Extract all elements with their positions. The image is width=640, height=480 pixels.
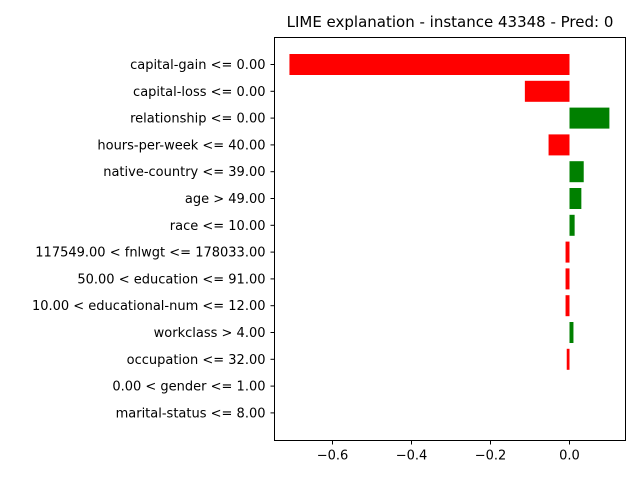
bar-age-49-00 [569, 188, 582, 209]
chart-title: LIME explanation - instance 43348 - Pred… [287, 13, 614, 31]
x-tick-label: −0.2 [475, 449, 507, 464]
bars-group [289, 54, 610, 370]
y-tick-label: 10.00 < educational-num <= 12.00 [32, 299, 266, 314]
x-tick-label: 0.0 [559, 449, 580, 464]
x-tick-label: −0.4 [396, 449, 428, 464]
bar-117549-00-fnlwgt-178033-00 [565, 241, 570, 263]
y-tick-label: 117549.00 < fnlwgt <= 178033.00 [35, 246, 265, 261]
bar-50-00-education-91-00 [565, 268, 570, 290]
y-tick-labels: capital-gain <= 0.00 capital-loss <= 0.00… [32, 58, 275, 421]
y-tick-label: workclass > 4.00 [154, 326, 266, 341]
y-tick-label: marital-status <= 8.00 [116, 406, 266, 421]
plot-frame [274, 37, 626, 441]
bar-race-10-00 [569, 214, 575, 236]
bar-capital-gain-0-00 [289, 54, 570, 75]
bar-capital-loss-0-00 [524, 80, 570, 102]
y-tick-label: capital-gain <= 0.00 [130, 58, 265, 73]
x-tick-label: −0.6 [317, 449, 349, 464]
y-tick-label: hours-per-week <= 40.00 [97, 138, 265, 153]
y-tick-label: capital-loss <= 0.00 [133, 85, 265, 100]
y-tick-label: 50.00 < education <= 91.00 [77, 272, 265, 287]
y-tick-label: occupation <= 32.00 [127, 353, 266, 368]
y-tick-label: race <= 10.00 [170, 219, 266, 234]
y-tick-label: 0.00 < gender <= 1.00 [112, 380, 265, 395]
bar-occupation-32-00 [566, 348, 570, 370]
bar-hours-per-week-40-00 [548, 134, 570, 156]
x-ticks: −0.6 −0.4 −0.2 0.0 [317, 440, 580, 464]
y-tick-label: native-country <= 39.00 [103, 165, 265, 180]
bar-10-00-educational-num-12-00 [565, 295, 570, 317]
bar-relationship-0-00 [569, 107, 610, 129]
bar-workclass-4-00 [569, 322, 574, 343]
y-tick-label: age > 49.00 [185, 192, 266, 207]
y-tick-label: relationship <= 0.00 [130, 112, 265, 127]
bar-native-country-39-00 [569, 161, 584, 183]
